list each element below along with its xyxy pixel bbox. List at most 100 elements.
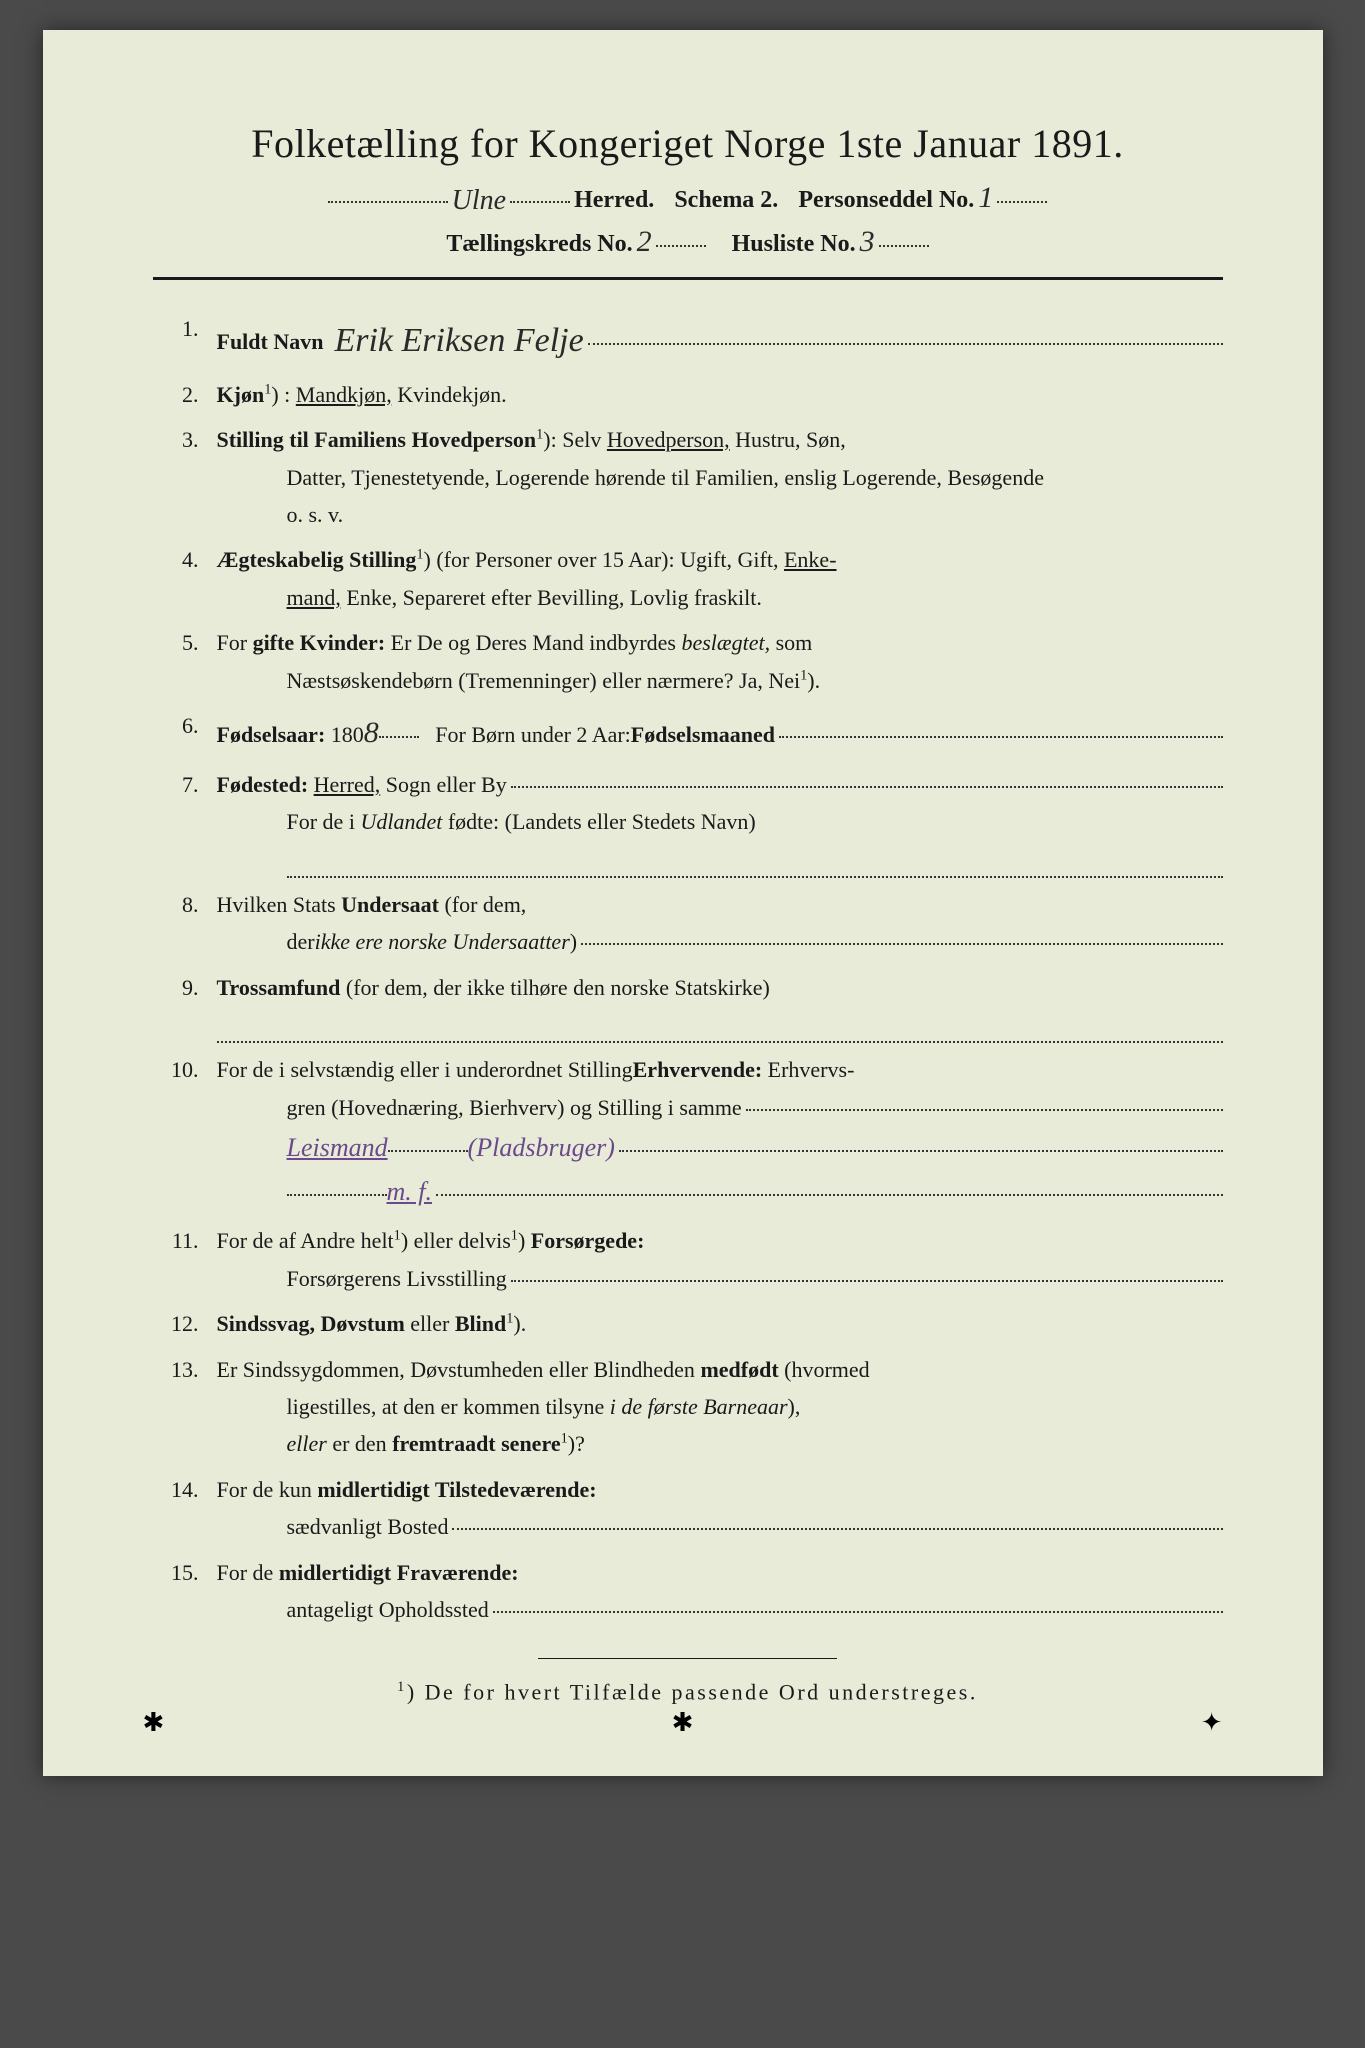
- dots: [997, 201, 1047, 203]
- indent-line: sædvanligt Bosted: [217, 1508, 1223, 1545]
- dotted-fill: [779, 716, 1222, 738]
- text: Sogn eller By: [380, 766, 507, 803]
- footnote-text: ) De for hvert Tilfælde passende Ord und…: [407, 1680, 978, 1705]
- item-content: Fødselsaar: 1808 For Børn under 2 Aar: F…: [217, 707, 1223, 758]
- italic-word: Udlandet: [360, 809, 442, 834]
- item-6: 6. Fødselsaar: 1808 For Børn under 2 Aar…: [163, 707, 1223, 758]
- item-content: Hvilken Stats Undersaat (for dem, der ik…: [217, 886, 1223, 961]
- item-9: 9. Trossamfund (for dem, der ikke tilhør…: [163, 969, 1223, 1044]
- kreds-no: 2: [637, 225, 652, 259]
- dotted-line: [217, 1008, 1223, 1043]
- bold-label: fremtraadt senere: [392, 1431, 560, 1456]
- item-14: 14. For de kun midlertidigt Tilstedevære…: [163, 1471, 1223, 1546]
- bold-label: medfødt: [700, 1357, 778, 1382]
- text: For de kun: [217, 1477, 318, 1502]
- italic-text: eller: [287, 1431, 327, 1456]
- dotted-fill: [619, 1130, 1223, 1152]
- footnote-ref: 1: [511, 1228, 518, 1244]
- text: gren (Hovednæring, Bierhverv) og Stillin…: [287, 1089, 742, 1126]
- field-label: Ægteskabelig Stilling: [217, 547, 417, 572]
- pin-icon: ✱: [672, 1708, 694, 1738]
- header-line-2: Tællingskreds No. 2 Husliste No. 3: [153, 225, 1223, 259]
- bold-label: midlertidigt Fraværende:: [279, 1560, 519, 1585]
- footnote-ref: 1: [416, 547, 423, 563]
- field-label: gifte Kvinder:: [253, 630, 386, 655]
- text: Er De og Deres Mand indbyrdes beslægtet,…: [385, 630, 812, 655]
- item-5: 5. For gifte Kvinder: Er De og Deres Man…: [163, 624, 1223, 699]
- item-content: For de i selvstændig eller i underordnet…: [217, 1051, 1223, 1214]
- schema-label: Schema 2.: [674, 187, 778, 214]
- item-content: Fuldt Navn Erik Eriksen Felje: [217, 310, 1223, 368]
- indent-line: der ikke ere norske Undersaatter): [217, 923, 1223, 960]
- item-content: For de kun midlertidigt Tilstedeværende:…: [217, 1471, 1223, 1546]
- indent-line: Næstsøskendebørn (Tremenninger) eller næ…: [217, 662, 1223, 699]
- item-number: 1.: [163, 310, 217, 368]
- bold-label: Fødselsmaaned: [631, 716, 775, 753]
- text: Er Sindssygdommen, Døvstumheden eller Bl…: [217, 1357, 701, 1382]
- dotted-line: [287, 843, 1223, 878]
- dots: [656, 245, 706, 247]
- text: antageligt Opholdssted: [287, 1591, 489, 1628]
- text: (hvormed: [779, 1357, 870, 1382]
- item-7: 7. Fødested: Herred, Sogn eller By For d…: [163, 766, 1223, 878]
- italic-text: i de første Barneaar: [610, 1394, 788, 1419]
- bold-label: Erhvervende:: [633, 1051, 763, 1088]
- dots: [287, 1194, 387, 1196]
- census-form-page: Folketælling for Kongeriget Norge 1ste J…: [43, 30, 1323, 1776]
- item-12: 12. Sindssvag, Døvstum eller Blind1).: [163, 1305, 1223, 1342]
- prefix: For: [217, 630, 253, 655]
- field-label: Trossamfund: [217, 975, 341, 1000]
- handwritten-line: Leismand (Pladsbruger): [217, 1126, 1223, 1170]
- field-label: Sindssvag, Døvstum: [217, 1311, 405, 1336]
- husliste-no: 3: [860, 225, 875, 259]
- item-number: 10.: [163, 1051, 217, 1214]
- dots: [879, 245, 929, 247]
- text: er den: [327, 1431, 392, 1456]
- field-label: Fødselsaar:: [217, 716, 326, 753]
- footnote-marker: 1: [397, 1679, 407, 1695]
- item-number: 3.: [163, 421, 217, 533]
- item-content: Ægteskabelig Stilling1) (for Personer ov…: [217, 541, 1223, 616]
- tail: ).: [807, 668, 820, 693]
- text: ) (for Personer over 15 Aar): Ugift, Gif…: [424, 547, 837, 572]
- item-content: Stilling til Familiens Hovedperson1): Se…: [217, 421, 1223, 533]
- year-prefix: 180: [331, 716, 364, 753]
- personseddel-no: 1: [978, 181, 993, 215]
- dotted-fill: [493, 1591, 1223, 1613]
- text: ): [518, 1228, 531, 1253]
- item-content: For gifte Kvinder: Er De og Deres Mand i…: [217, 624, 1223, 699]
- item-number: 9.: [163, 969, 217, 1044]
- field-label: Fødested:: [217, 766, 309, 803]
- item-content: Trossamfund (for dem, der ikke tilhøre d…: [217, 969, 1223, 1044]
- item-10: 10. For de i selvstændig eller i underor…: [163, 1051, 1223, 1214]
- name-handwritten: Erik Eriksen Felje: [334, 312, 583, 370]
- tail: )?: [568, 1431, 585, 1456]
- dotted-fill: [452, 1508, 1222, 1530]
- text: eller: [405, 1311, 455, 1336]
- item-content: Kjøn1) : Mandkjøn, Kvindekjøn.: [217, 376, 1223, 413]
- text: Hvilken Stats: [217, 892, 342, 917]
- text: ): Selv Hovedperson, Hustru, Søn,: [543, 427, 846, 452]
- binding-pins: ✱ ✱ ✦: [43, 1708, 1323, 1738]
- field-label: Stilling til Familiens Hovedperson: [217, 427, 537, 452]
- indent-line: Datter, Tjenestetyende, Logerende hørend…: [217, 459, 1223, 496]
- item-content: Sindssvag, Døvstum eller Blind1).: [217, 1305, 1223, 1342]
- footnote: 1) De for hvert Tilfælde passende Ord un…: [153, 1679, 1223, 1705]
- text: ) eller delvis: [401, 1228, 511, 1253]
- tail-text: o. s. v.: [217, 496, 1223, 533]
- husliste-label: Husliste No.: [732, 231, 856, 258]
- tail: ).: [513, 1311, 526, 1336]
- italic-word: beslægtet,: [681, 630, 770, 655]
- dots: [388, 1150, 468, 1152]
- pin-icon: ✱: [143, 1708, 165, 1738]
- year-handwritten: 8: [364, 707, 379, 758]
- occupation-hw1: Leismand: [287, 1126, 388, 1170]
- pin-icon: ✦: [1201, 1708, 1223, 1738]
- bold-label: Forsørgede:: [531, 1228, 645, 1253]
- text: For de: [217, 1560, 279, 1585]
- occupation-hw2: (Pladsbruger): [468, 1126, 615, 1170]
- herred-label: Herred.: [574, 187, 654, 214]
- footnote-ref: 1: [561, 1431, 568, 1447]
- text: For Børn under 2 Aar:: [435, 716, 631, 753]
- header-line-1: Ulne Herred. Schema 2. Personseddel No. …: [153, 181, 1223, 215]
